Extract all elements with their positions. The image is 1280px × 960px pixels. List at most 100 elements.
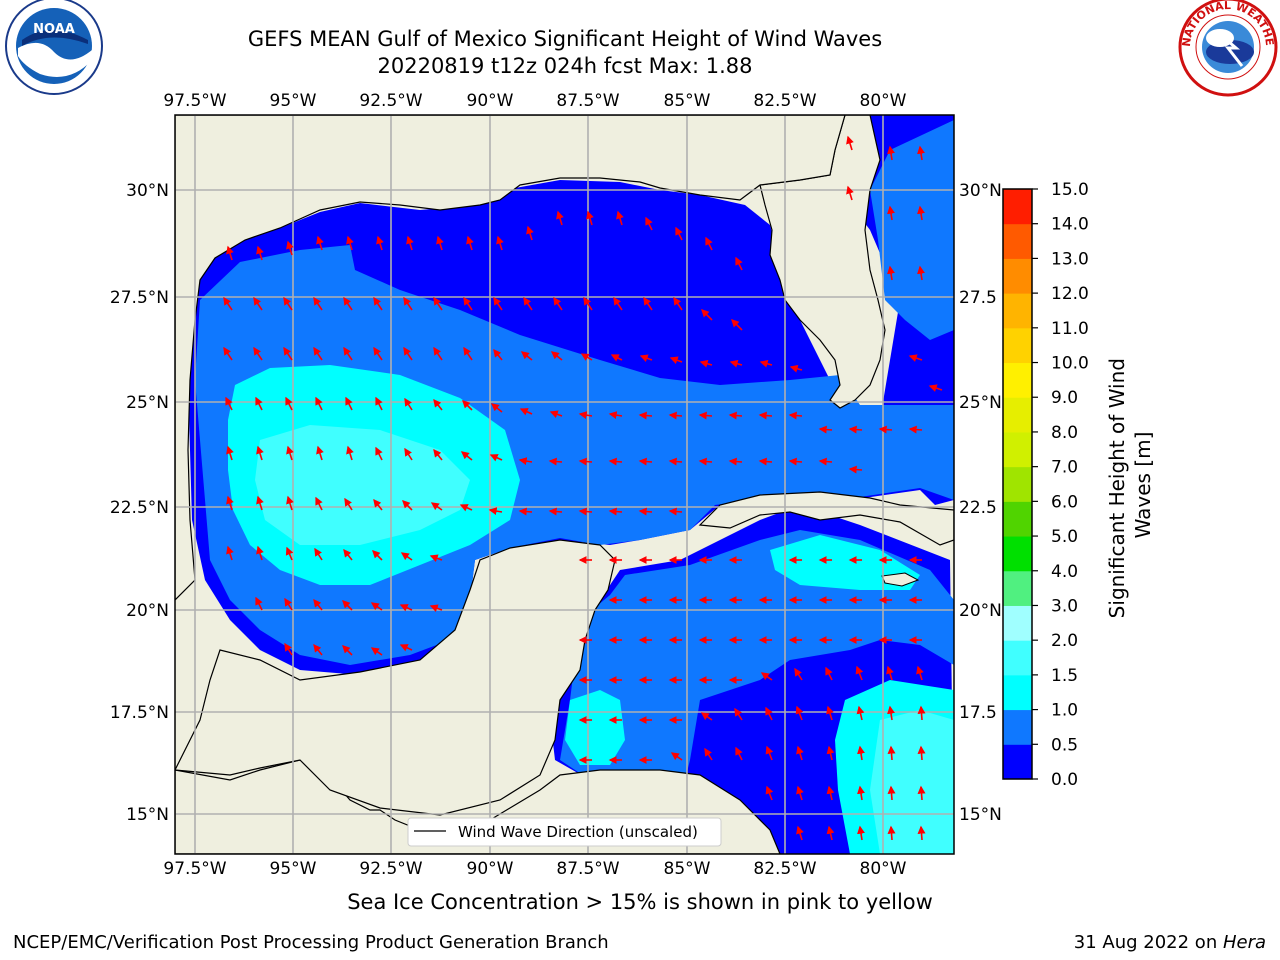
colorbar-block <box>1003 501 1032 537</box>
lat-labels-right: 30°N 27.5 25°N 22.5 20°N 17.5 15°N <box>959 181 1002 825</box>
lat-label-left: 15°N <box>126 805 169 825</box>
lon-label-bottom: 90°W <box>467 859 514 879</box>
lon-label-top: 80°W <box>860 91 907 111</box>
colorbar-tick-label: 2.0 <box>1051 631 1078 651</box>
wave-band-1-east <box>870 120 954 340</box>
colorbar-tick-label: 1.5 <box>1051 666 1078 686</box>
land-us-coast <box>175 115 846 601</box>
colorbar-block <box>1003 223 1032 259</box>
colorbar-tick-label: 15.0 <box>1051 180 1089 200</box>
colorbar-block <box>1003 327 1032 364</box>
lon-labels-top: 97.5°W 95°W 92.5°W 90°W 87.5°W 85°W 82.5… <box>163 91 906 111</box>
colorbar-tick-label: 3.0 <box>1051 596 1078 616</box>
colorbar-block <box>1003 258 1032 294</box>
map-area <box>175 115 954 854</box>
map-frame <box>174 114 955 855</box>
chart-subtitle: 20220819 t12z 024h fcst Max: 1.88 <box>377 54 753 78</box>
colorbar-label-line2: Waves [m] <box>1131 432 1155 539</box>
colorbar-tick-label: 4.0 <box>1051 562 1078 582</box>
host-name: Hera <box>1222 932 1266 953</box>
colorbar-block <box>1003 466 1032 502</box>
lon-label-bottom: 85°W <box>664 859 711 879</box>
lat-label-left: 27.5°N <box>110 288 169 308</box>
colorbar-label-line1: Significant Height of Wind <box>1105 358 1129 618</box>
colorbar-tick-label: 5.0 <box>1051 527 1078 547</box>
lat-label-left: 20°N <box>126 601 169 621</box>
colorbar-block <box>1003 536 1032 572</box>
date-text: 31 Aug 2022 on <box>1073 932 1223 953</box>
land-cuba <box>698 491 954 546</box>
colorbar-block <box>1003 640 1032 676</box>
colorbar-block <box>1003 744 1032 780</box>
lat-label-left: 25°N <box>126 393 169 413</box>
colorbar-block <box>1003 362 1032 398</box>
colorbar-label: Significant Height of Wind Waves [m] <box>1105 352 1155 619</box>
noaa-logo-text: NOAA <box>33 22 75 37</box>
colorbar-frame <box>1002 188 1033 780</box>
lat-label-left: 17.5°N <box>110 703 169 723</box>
caption: Sea Ice Concentration > 15% is shown in … <box>347 890 933 914</box>
lat-label-right: 22.5 <box>959 498 997 518</box>
colorbar-block <box>1003 605 1032 641</box>
noaa-logo: NOAA <box>5 0 103 95</box>
colorbar-ticks: 0.0 0.5 1.0 1.5 2.0 3.0 4.0 5.0 6.0 7.0 8.0 9.0 10.0… <box>1032 180 1089 790</box>
land-jamaica <box>881 572 920 587</box>
colorbar-tick-label: 6.0 <box>1051 492 1078 512</box>
lon-labels-bottom: 97.5°W 95°W 92.5°W 90°W 87.5°W 85°W 82.5… <box>163 859 906 879</box>
lat-label-right: 20°N <box>959 601 1002 621</box>
colorbar-tick-label: 1.0 <box>1051 701 1078 721</box>
lat-label-right: 15°N <box>959 805 1002 825</box>
colorbar-tick-label: 10.0 <box>1051 354 1089 374</box>
colorbar-tick-label: 0.5 <box>1051 735 1078 755</box>
credit-line: NCEP/EMC/Verification Post Processing Pr… <box>13 932 609 953</box>
colorbar-tick-label: 13.0 <box>1051 249 1089 269</box>
colorbar-block <box>1003 431 1032 468</box>
svg-text:NATIONAL WEATHER SERVICE: NATIONAL WEATHER SERVICE <box>0 0 1276 47</box>
colorbar-block <box>1003 709 1032 745</box>
lon-label-bottom: 82.5°W <box>753 859 816 879</box>
wave-band-3 <box>255 425 470 545</box>
colorbar-tick-label: 8.0 <box>1051 423 1078 443</box>
lon-label-top: 95°W <box>270 91 317 111</box>
colorbar-tick-label: 9.0 <box>1051 388 1078 408</box>
date-line: 31 Aug 2022 on Hera <box>1074 932 1266 953</box>
legend-label: Wind Wave Direction (unscaled) <box>458 823 698 841</box>
lat-labels-left: 30°N 27.5°N 25°N 22.5°N 20°N 17.5°N 15°N <box>110 181 169 825</box>
colorbar-tick-label: 12.0 <box>1051 284 1089 304</box>
wave-band-2-honduras <box>565 690 625 765</box>
lon-label-bottom: 97.5°W <box>163 859 226 879</box>
colorbar-tick-label: 0.0 <box>1051 770 1078 790</box>
map-legend: Wind Wave Direction (unscaled) <box>407 817 722 847</box>
lat-label-right: 30°N <box>959 181 1002 201</box>
nws-logo-text: NATIONAL WEATHER SERVICE <box>0 0 1276 47</box>
colorbar-block <box>1003 397 1032 433</box>
lon-label-top: 82.5°W <box>753 91 816 111</box>
chart-title: GEFS MEAN Gulf of Mexico Significant Hei… <box>247 27 883 51</box>
graticule <box>175 115 954 854</box>
wave-direction-arrows <box>223 135 943 841</box>
lat-label-left: 22.5°N <box>110 498 169 518</box>
colorbar-blocks <box>1003 189 1032 780</box>
lon-label-bottom: 95°W <box>270 859 317 879</box>
colorbar-block <box>1003 189 1032 225</box>
lon-label-top: 92.5°W <box>359 91 422 111</box>
lon-label-bottom: 87.5°W <box>556 859 619 879</box>
lon-label-bottom: 92.5°W <box>359 859 422 879</box>
lon-label-bottom: 80°W <box>860 859 907 879</box>
lat-label-left: 30°N <box>126 181 169 201</box>
nws-logo: NATIONAL WEATHER SERVICE <box>0 0 1278 97</box>
colorbar: 0.0 0.5 1.0 1.5 2.0 3.0 4.0 5.0 6.0 7.0 8.0 9.0 10.0… <box>1002 180 1155 790</box>
lat-label-right: 27.5 <box>959 288 997 308</box>
colorbar-block <box>1003 570 1032 606</box>
lat-label-right: 17.5 <box>959 703 997 723</box>
colorbar-tick-label: 11.0 <box>1051 319 1089 339</box>
colorbar-tick-label: 7.0 <box>1051 458 1078 478</box>
lon-label-top: 87.5°W <box>556 91 619 111</box>
colorbar-tick-label: 14.0 <box>1051 215 1089 235</box>
colorbar-block <box>1003 293 1032 329</box>
lon-label-top: 85°W <box>664 91 711 111</box>
colorbar-block <box>1003 674 1032 711</box>
lon-label-top: 90°W <box>467 91 514 111</box>
lon-label-top: 97.5°W <box>163 91 226 111</box>
